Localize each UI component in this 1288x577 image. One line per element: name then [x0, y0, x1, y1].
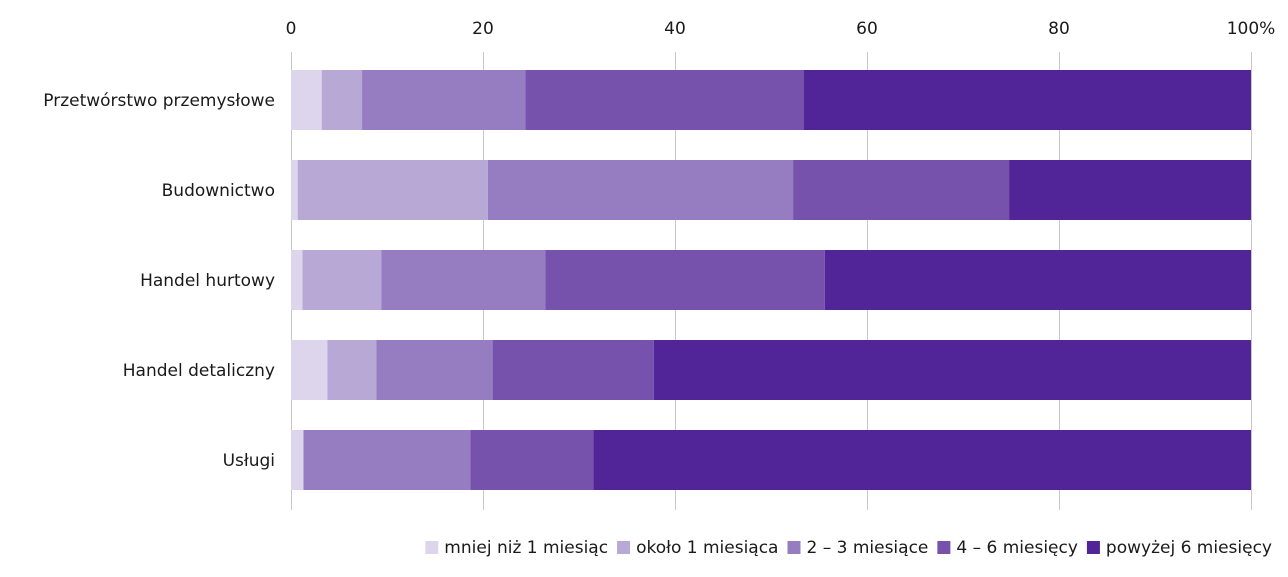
x-tick-label-4: 80	[1048, 19, 1070, 39]
bars	[291, 70, 1251, 490]
bar-segment-4-0	[291, 430, 304, 490]
bar-segment-0-1	[321, 70, 363, 130]
x-tick-label-1: 20	[472, 19, 494, 39]
x-tick-label-2: 40	[664, 19, 686, 39]
bar-segment-1-3	[793, 160, 1010, 220]
y-axis-categories: Przetwórstwo przemysłowe Budownictwo Hande…	[43, 91, 275, 471]
bar-segment-1-0	[291, 160, 298, 220]
legend: mniej niż 1 miesiąc około 1 miesiąca 2 – 3…	[425, 538, 1272, 558]
legend-swatch-1	[617, 541, 631, 554]
legend-label-2: 2 – 3 miesiące	[806, 538, 928, 558]
legend-swatch-2	[787, 541, 801, 554]
x-tick-label-0: 0	[286, 19, 297, 39]
bar-segment-2-4	[824, 250, 1251, 310]
bar-segment-3-1	[327, 340, 377, 400]
legend-swatch-4	[1086, 541, 1100, 554]
bar-segment-2-1	[302, 250, 382, 310]
legend-label-3: 4 – 6 miesięcy	[956, 538, 1078, 558]
bar-segment-0-4	[803, 70, 1251, 130]
bar-segment-4-3	[470, 430, 594, 490]
x-tick-label-5: 100%	[1227, 19, 1276, 39]
bar-segment-4-4	[593, 430, 1251, 490]
bar-segment-2-3	[545, 250, 825, 310]
bar-segment-1-4	[1009, 160, 1251, 220]
legend-label-4: powyżej 6 miesięcy	[1106, 538, 1272, 558]
bar-segment-3-3	[492, 340, 654, 400]
bar-segment-3-4	[653, 340, 1251, 400]
category-label-2: Handel hurtowy	[140, 271, 275, 291]
x-tick-label-3: 60	[856, 19, 878, 39]
category-label-1: Budownictwo	[162, 181, 275, 201]
bar-segment-3-0	[291, 340, 328, 400]
bar-segment-3-2	[376, 340, 493, 400]
bar-segment-0-3	[525, 70, 804, 130]
legend-swatch-3	[937, 541, 951, 554]
category-label-0: Przetwórstwo przemysłowe	[43, 91, 275, 111]
bar-segment-1-1	[297, 160, 488, 220]
bar-segment-1-2	[487, 160, 794, 220]
bar-segment-4-2	[303, 430, 471, 490]
bar-segment-2-2	[381, 250, 546, 310]
x-axis-ticks: 0 20 40 60 80 100%	[286, 19, 1276, 39]
bar-segment-2-0	[291, 250, 303, 310]
legend-label-1: około 1 miesiąca	[636, 538, 778, 558]
category-label-4: Usługi	[223, 451, 275, 471]
legend-label-0: mniej niż 1 miesiąc	[444, 538, 608, 558]
bar-segment-0-2	[362, 70, 526, 130]
category-label-3: Handel detaliczny	[123, 361, 275, 381]
bar-segment-0-0	[291, 70, 322, 130]
legend-swatch-0	[425, 541, 439, 554]
